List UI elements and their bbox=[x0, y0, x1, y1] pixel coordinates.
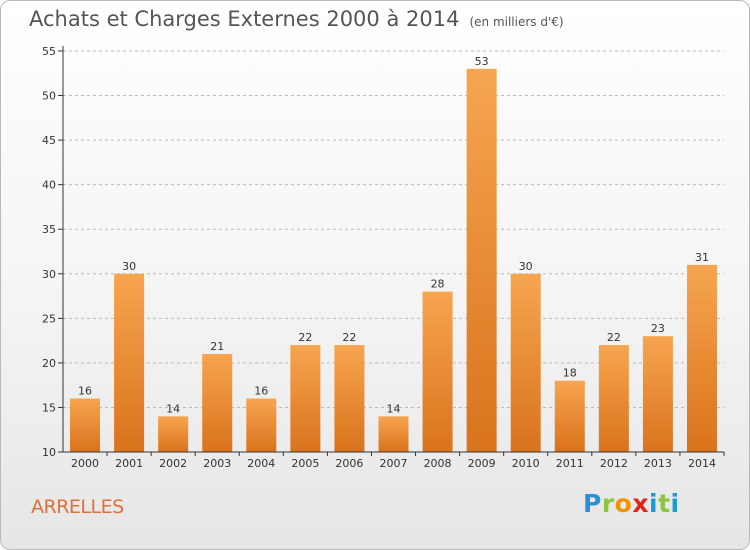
location-label: ARRELLES bbox=[31, 496, 124, 518]
x-tick-label: 2006 bbox=[335, 457, 363, 470]
bar bbox=[686, 264, 717, 452]
bar bbox=[290, 345, 321, 452]
x-tick-label: 2004 bbox=[247, 457, 275, 470]
title-unit: (en milliers d'€) bbox=[469, 15, 564, 29]
y-tick-label: 15 bbox=[42, 401, 56, 414]
bar-value-label: 16 bbox=[254, 385, 268, 398]
bar bbox=[158, 416, 189, 452]
y-tick-label: 50 bbox=[42, 90, 56, 103]
brand-letter: i bbox=[649, 489, 659, 518]
bar bbox=[334, 345, 365, 452]
bar-value-label: 14 bbox=[387, 402, 401, 415]
bar-value-label: 31 bbox=[695, 251, 709, 264]
y-tick-label: 30 bbox=[42, 268, 56, 281]
brand-logo: Proxiti bbox=[583, 489, 680, 518]
bar-value-label: 16 bbox=[78, 385, 92, 398]
x-tick-label: 2005 bbox=[291, 457, 319, 470]
brand-letter: i bbox=[670, 489, 680, 518]
x-tick-label: 2010 bbox=[512, 457, 540, 470]
brand-letter: P bbox=[583, 489, 602, 518]
bars bbox=[70, 68, 717, 453]
y-tick-label: 40 bbox=[42, 179, 56, 192]
bar-value-label: 14 bbox=[166, 402, 180, 415]
labels: 10 15 20 25 30 35 40 45 50 55 16 2000 30 2001 14 2002 21… bbox=[42, 45, 716, 470]
bar bbox=[378, 416, 409, 452]
x-tick-label: 2013 bbox=[644, 457, 672, 470]
bar bbox=[114, 273, 145, 452]
brand-letter: t bbox=[658, 489, 671, 518]
x-tick-label: 2014 bbox=[688, 457, 716, 470]
bar-value-label: 21 bbox=[210, 340, 224, 353]
brand-letter: x bbox=[632, 489, 649, 518]
bar bbox=[246, 398, 277, 452]
bar bbox=[510, 273, 541, 452]
bar bbox=[422, 291, 453, 452]
title-text: Achats et Charges Externes 2000 à 2014 bbox=[29, 7, 460, 31]
x-tick-label: 2012 bbox=[600, 457, 628, 470]
y-tick-label: 35 bbox=[42, 223, 56, 236]
bar bbox=[554, 380, 585, 452]
bar-value-label: 28 bbox=[431, 278, 445, 291]
bar bbox=[70, 398, 101, 452]
y-tick-label: 10 bbox=[42, 446, 56, 459]
x-tick-label: 2011 bbox=[556, 457, 584, 470]
y-tick-label: 20 bbox=[42, 357, 56, 370]
x-tick-label: 2001 bbox=[115, 457, 143, 470]
x-tick-label: 2007 bbox=[380, 457, 408, 470]
y-tick-label: 55 bbox=[42, 45, 56, 58]
bar-value-label: 53 bbox=[475, 55, 489, 68]
bar bbox=[642, 336, 673, 452]
chart-title: Achats et Charges Externes 2000 à 2014 (e… bbox=[29, 7, 564, 31]
x-tick-label: 2000 bbox=[71, 457, 99, 470]
x-tick-label: 2002 bbox=[159, 457, 187, 470]
bar bbox=[466, 68, 497, 453]
bar-value-label: 22 bbox=[607, 331, 621, 344]
bar bbox=[598, 345, 629, 452]
x-tick-label: 2009 bbox=[468, 457, 496, 470]
bar-value-label: 22 bbox=[342, 331, 356, 344]
axes bbox=[58, 46, 725, 456]
y-tick-label: 25 bbox=[42, 312, 56, 325]
x-tick-label: 2008 bbox=[424, 457, 452, 470]
brand-letter: r bbox=[601, 489, 615, 518]
bar-value-label: 18 bbox=[563, 367, 577, 380]
bar-value-label: 30 bbox=[519, 260, 533, 273]
bar bbox=[202, 353, 233, 452]
brand-letter: o bbox=[614, 489, 633, 518]
bar-value-label: 30 bbox=[122, 260, 136, 273]
y-tick-label: 45 bbox=[42, 134, 56, 147]
bar-value-label: 22 bbox=[298, 331, 312, 344]
bar-value-label: 23 bbox=[651, 322, 665, 335]
gridlines bbox=[63, 50, 724, 408]
x-tick-label: 2003 bbox=[203, 457, 231, 470]
